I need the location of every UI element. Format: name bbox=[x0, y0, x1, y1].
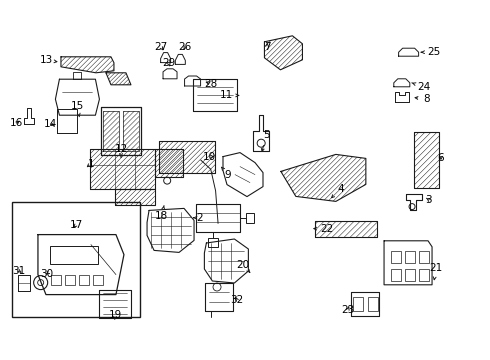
Text: 29: 29 bbox=[162, 58, 175, 68]
Bar bbox=[391, 251, 401, 263]
Bar bbox=[405, 269, 415, 281]
Text: 19: 19 bbox=[108, 310, 122, 320]
Text: 12: 12 bbox=[114, 144, 128, 157]
Bar bbox=[50, 246, 98, 264]
Bar bbox=[208, 238, 218, 247]
Text: 31: 31 bbox=[12, 266, 25, 276]
Text: 30: 30 bbox=[41, 269, 53, 279]
Bar bbox=[419, 269, 429, 281]
Text: 1: 1 bbox=[87, 159, 94, 169]
Text: 25: 25 bbox=[421, 47, 441, 57]
Text: 15: 15 bbox=[71, 101, 84, 117]
Text: 10: 10 bbox=[203, 152, 216, 162]
Bar bbox=[51, 275, 61, 285]
Text: 14: 14 bbox=[43, 119, 57, 129]
Text: 22: 22 bbox=[314, 224, 334, 234]
Text: 20: 20 bbox=[237, 260, 250, 273]
Text: 2: 2 bbox=[194, 213, 203, 223]
Bar bbox=[79, 275, 89, 285]
Text: 11: 11 bbox=[220, 90, 239, 100]
Text: 17: 17 bbox=[69, 220, 83, 230]
Bar bbox=[419, 251, 429, 263]
Text: 8: 8 bbox=[415, 94, 430, 104]
Bar bbox=[12, 202, 140, 317]
Text: 23: 23 bbox=[341, 305, 355, 315]
Text: 7: 7 bbox=[264, 42, 270, 52]
Bar bbox=[353, 297, 363, 311]
Text: 9: 9 bbox=[221, 167, 231, 180]
Bar bbox=[368, 297, 378, 311]
Bar bbox=[391, 269, 401, 281]
Text: 18: 18 bbox=[155, 206, 169, 221]
Text: 5: 5 bbox=[261, 130, 270, 152]
Text: 13: 13 bbox=[40, 55, 57, 66]
Text: 6: 6 bbox=[438, 153, 444, 163]
Text: 4: 4 bbox=[332, 184, 344, 198]
Bar bbox=[246, 213, 254, 223]
Text: 24: 24 bbox=[412, 82, 431, 92]
Text: 26: 26 bbox=[178, 42, 192, 52]
Bar bbox=[405, 251, 415, 263]
Text: 28: 28 bbox=[204, 78, 218, 89]
Text: 3: 3 bbox=[425, 195, 432, 205]
Text: 27: 27 bbox=[154, 42, 168, 52]
Text: 16: 16 bbox=[10, 118, 24, 128]
Bar bbox=[65, 275, 75, 285]
Text: 21: 21 bbox=[429, 263, 443, 280]
Text: 32: 32 bbox=[230, 294, 244, 305]
Bar bbox=[93, 275, 103, 285]
